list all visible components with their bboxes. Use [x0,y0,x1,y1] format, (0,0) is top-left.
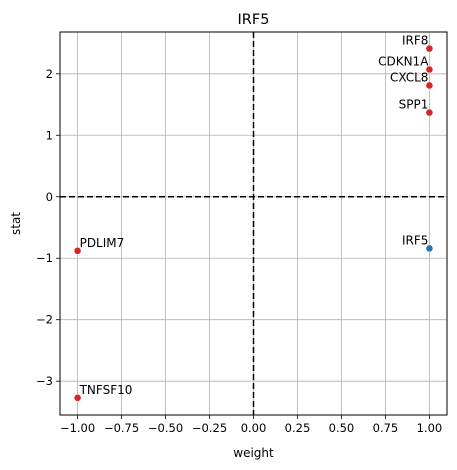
x-axis-label: weight [233,446,274,460]
data-points [73,44,434,402]
point-label-cdkn1a: CDKN1A [378,55,429,69]
x-tick-label: 0.50 [329,421,355,435]
x-tick-label: 0.75 [373,421,399,435]
y-tick-label: −2 [36,313,53,327]
data-point-cxcl8 [425,81,434,90]
y-tick-label: −1 [36,251,53,265]
y-axis-label: stat [9,212,23,235]
y-tick-label: 0 [46,190,53,204]
x-tick-label: 1.00 [417,421,443,435]
y-tick-label: 1 [46,128,53,142]
x-axis-ticks: −1.00 −0.75 −0.50 −0.25 0.00 0.25 0.50 0.75 1.00 [60,415,442,435]
point-label-irf8: IRF8 [402,34,428,48]
data-point-cdkn1a [425,65,434,74]
x-tick-label: −1.00 [60,421,95,435]
x-tick-label: 0.25 [285,421,311,435]
y-tick-label: 2 [46,67,53,81]
point-label-tnfsf10: TNFSF10 [79,383,133,397]
data-point-irf8 [425,44,434,53]
data-point-pdlim7 [73,246,82,255]
x-tick-label: −0.75 [104,421,139,435]
x-tick-label: −0.25 [192,421,227,435]
x-tick-label: 0.00 [241,421,267,435]
chart-title: IRF5 [238,12,270,28]
y-tick-label: −3 [36,374,53,388]
data-point-tnfsf10 [73,393,82,402]
y-axis-ticks: −3 −2 −1 0 1 2 [36,67,60,388]
data-point-irf5 [425,244,434,253]
point-label-pdlim7: PDLIM7 [80,236,125,250]
point-label-spp1: SPP1 [399,98,429,112]
data-point-spp1 [425,108,434,117]
x-tick-label: −0.50 [148,421,183,435]
point-label-irf5: IRF5 [402,233,428,247]
point-label-cxcl8: CXCL8 [390,70,428,84]
reference-lines [60,32,447,415]
